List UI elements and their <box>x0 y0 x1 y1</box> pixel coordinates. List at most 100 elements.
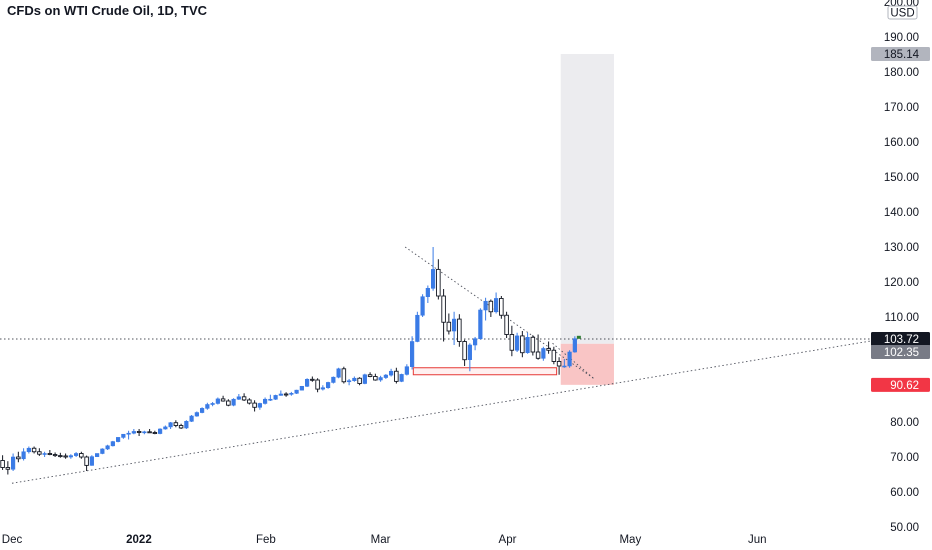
candle[interactable] <box>289 391 294 396</box>
candle[interactable] <box>541 346 546 361</box>
candle[interactable] <box>514 332 520 352</box>
candle[interactable] <box>378 375 383 382</box>
candle[interactable] <box>478 308 483 340</box>
candle[interactable] <box>546 341 551 354</box>
candle[interactable] <box>163 425 168 430</box>
candle[interactable] <box>383 374 388 379</box>
candle[interactable] <box>52 452 58 457</box>
candle[interactable] <box>425 285 430 304</box>
candle[interactable] <box>89 455 94 466</box>
candle[interactable] <box>220 395 226 402</box>
candle[interactable] <box>121 433 126 439</box>
candle[interactable] <box>357 377 362 386</box>
candle[interactable] <box>535 334 541 360</box>
candle[interactable] <box>42 451 47 457</box>
candle[interactable] <box>5 461 11 475</box>
candle[interactable] <box>262 397 268 405</box>
candle[interactable] <box>352 376 357 382</box>
candle[interactable] <box>336 367 341 379</box>
candle[interactable] <box>331 376 336 384</box>
candle[interactable] <box>283 392 289 397</box>
candle[interactable] <box>68 454 73 459</box>
candle[interactable] <box>21 448 26 461</box>
candle[interactable] <box>74 452 79 457</box>
candle[interactable] <box>567 350 572 368</box>
candle[interactable] <box>430 247 436 291</box>
candle[interactable] <box>58 452 63 458</box>
candle[interactable] <box>257 402 262 410</box>
candle[interactable] <box>241 393 247 401</box>
candle[interactable] <box>462 339 467 366</box>
candle[interactable] <box>504 311 509 338</box>
candle[interactable] <box>493 292 499 314</box>
candle[interactable] <box>142 430 147 435</box>
candle[interactable] <box>362 373 367 385</box>
candle[interactable] <box>116 437 121 443</box>
candle[interactable] <box>136 429 142 436</box>
candle[interactable] <box>304 378 310 387</box>
candle[interactable] <box>415 311 420 343</box>
candle[interactable] <box>210 402 215 407</box>
candle[interactable] <box>556 357 562 375</box>
candle[interactable] <box>341 366 347 384</box>
candle[interactable] <box>226 399 231 407</box>
candle[interactable] <box>509 325 515 357</box>
candle[interactable] <box>0 455 5 470</box>
candle[interactable] <box>278 390 283 396</box>
candle[interactable] <box>367 372 373 378</box>
candle[interactable] <box>26 446 31 454</box>
candle[interactable] <box>100 448 105 455</box>
candle[interactable] <box>315 378 320 393</box>
candle[interactable] <box>457 314 462 347</box>
candle[interactable] <box>126 430 131 440</box>
candle[interactable] <box>168 422 173 429</box>
candle[interactable] <box>320 385 325 391</box>
candle[interactable] <box>499 296 504 319</box>
candle[interactable] <box>299 385 304 391</box>
candle[interactable] <box>472 336 478 351</box>
candle[interactable] <box>294 389 299 394</box>
candle[interactable] <box>520 331 525 358</box>
candle[interactable] <box>562 359 567 368</box>
candle[interactable] <box>441 289 446 342</box>
candle[interactable] <box>110 440 115 447</box>
candle[interactable] <box>394 367 399 384</box>
candle[interactable] <box>178 423 184 429</box>
candle[interactable] <box>37 448 42 456</box>
candle[interactable] <box>268 394 273 401</box>
candle[interactable] <box>84 455 89 471</box>
candle[interactable] <box>173 420 179 428</box>
candle[interactable] <box>16 451 21 463</box>
candle[interactable] <box>105 444 110 450</box>
candle[interactable] <box>346 378 352 386</box>
candle[interactable] <box>95 453 100 458</box>
candle[interactable] <box>147 429 152 434</box>
candle[interactable] <box>551 346 557 365</box>
candle[interactable] <box>158 428 163 435</box>
candle[interactable] <box>446 313 452 335</box>
candle[interactable] <box>483 297 488 321</box>
candle[interactable] <box>31 446 37 454</box>
candle[interactable] <box>252 400 257 412</box>
candle[interactable] <box>194 411 199 417</box>
candle[interactable] <box>200 407 205 414</box>
candle[interactable] <box>420 294 425 317</box>
candle[interactable] <box>525 332 530 354</box>
candle[interactable] <box>572 336 577 353</box>
candle[interactable] <box>325 381 331 389</box>
candle[interactable] <box>373 373 378 381</box>
candle[interactable] <box>236 394 241 400</box>
candle[interactable] <box>273 394 278 400</box>
candle[interactable] <box>215 397 220 405</box>
candle[interactable] <box>436 259 441 300</box>
candle[interactable] <box>11 453 16 472</box>
candle[interactable] <box>189 415 194 422</box>
candle[interactable] <box>247 398 252 405</box>
candle[interactable] <box>530 335 536 356</box>
candle[interactable] <box>409 336 415 370</box>
candle[interactable] <box>451 311 457 345</box>
candle[interactable] <box>388 368 394 377</box>
currency-badge[interactable]: USD <box>887 5 918 20</box>
candle[interactable] <box>47 450 53 456</box>
